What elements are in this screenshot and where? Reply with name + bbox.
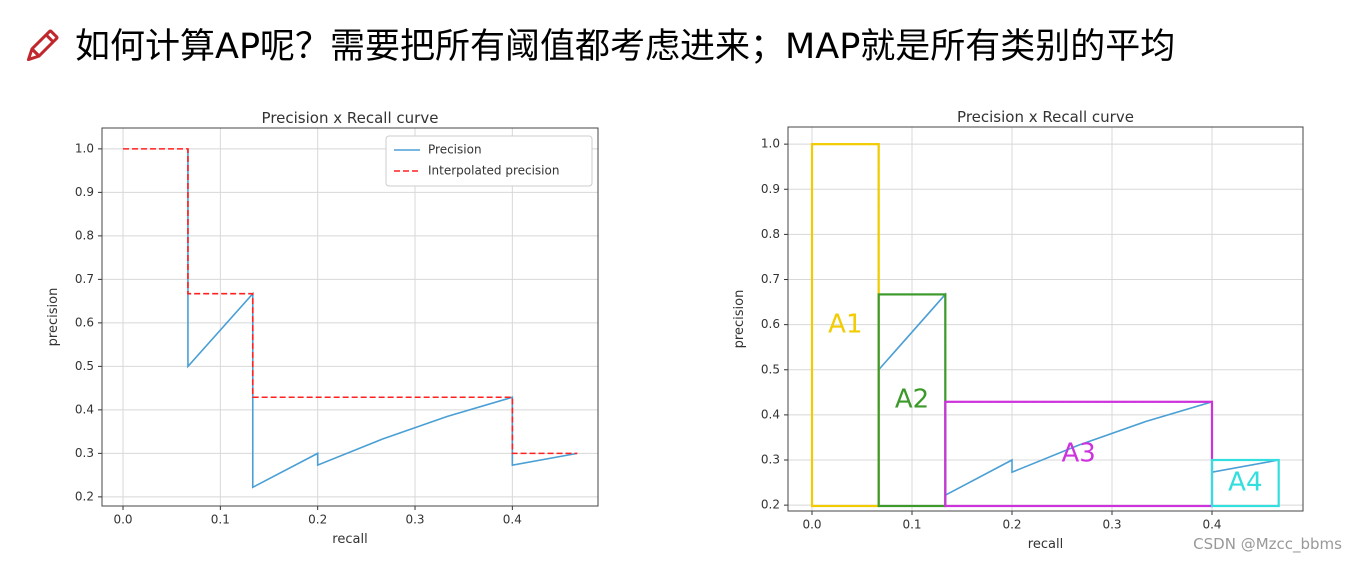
chart-title: Precision x Recall curve bbox=[262, 109, 439, 127]
legend-box bbox=[385, 135, 593, 187]
y-tick-label: 0.2 bbox=[761, 498, 780, 512]
y-tick-label: 0.4 bbox=[75, 402, 94, 416]
y-tick-label: 0.5 bbox=[75, 359, 94, 373]
y-tick-label: 0.8 bbox=[75, 228, 94, 242]
x-tick-label: 0.2 bbox=[1002, 518, 1021, 532]
y-axis-label: precision bbox=[46, 288, 61, 347]
pencil-icon bbox=[26, 29, 59, 62]
series-line bbox=[812, 143, 1279, 461]
region-label: A4 bbox=[1228, 468, 1262, 498]
y-axis-label: precision bbox=[732, 290, 747, 349]
y-tick-label: 1.0 bbox=[761, 137, 780, 151]
legend-label: Precision bbox=[428, 143, 482, 157]
chart-title: Precision x Recall curve bbox=[957, 108, 1134, 126]
watermark: CSDN @Mzcc_bbms bbox=[1193, 535, 1342, 554]
heading: 如何计算AP呢？需要把所有阈值都考虑进来；MAP就是所有类别的平均 bbox=[75, 27, 1175, 67]
x-tick-label: 0.4 bbox=[503, 513, 522, 527]
y-tick-label: 0.6 bbox=[761, 317, 780, 331]
x-tick-label: 0.3 bbox=[405, 513, 424, 527]
x-tick-label: 0.1 bbox=[902, 518, 921, 532]
y-tick-label: 0.8 bbox=[761, 227, 780, 241]
y-tick-label: 1.0 bbox=[75, 141, 94, 155]
x-tick-label: 0.3 bbox=[1102, 518, 1121, 532]
region-label: A2 bbox=[895, 385, 929, 415]
series-line bbox=[123, 148, 578, 455]
y-tick-label: 0.7 bbox=[75, 272, 94, 286]
x-tick-label: 0.2 bbox=[308, 513, 327, 527]
y-tick-label: 0.3 bbox=[75, 446, 94, 460]
x-axis-label: recall bbox=[1028, 537, 1063, 552]
x-tick-label: 0.0 bbox=[113, 513, 132, 527]
x-tick-label: 0.0 bbox=[802, 518, 821, 532]
area-region bbox=[944, 400, 1214, 508]
y-tick-label: 0.9 bbox=[761, 182, 780, 196]
legend-label: Interpolated precision bbox=[428, 164, 559, 178]
region-label: A3 bbox=[1061, 438, 1095, 468]
region-label: A1 bbox=[828, 310, 862, 340]
y-tick-label: 0.6 bbox=[75, 315, 94, 329]
area-region bbox=[877, 293, 947, 508]
area-region bbox=[1210, 458, 1280, 508]
y-tick-label: 0.5 bbox=[761, 362, 780, 376]
plot-frame bbox=[101, 127, 599, 507]
x-tick-label: 0.4 bbox=[1202, 518, 1221, 532]
x-tick-label: 0.1 bbox=[211, 513, 230, 527]
x-axis-label: recall bbox=[332, 532, 367, 547]
y-tick-label: 0.3 bbox=[761, 453, 780, 467]
y-tick-label: 0.7 bbox=[761, 272, 780, 286]
y-tick-label: 0.2 bbox=[75, 489, 94, 503]
y-tick-label: 0.9 bbox=[75, 185, 94, 199]
plot-frame bbox=[787, 126, 1304, 512]
y-tick-label: 0.4 bbox=[761, 407, 780, 421]
series-line bbox=[187, 148, 578, 489]
